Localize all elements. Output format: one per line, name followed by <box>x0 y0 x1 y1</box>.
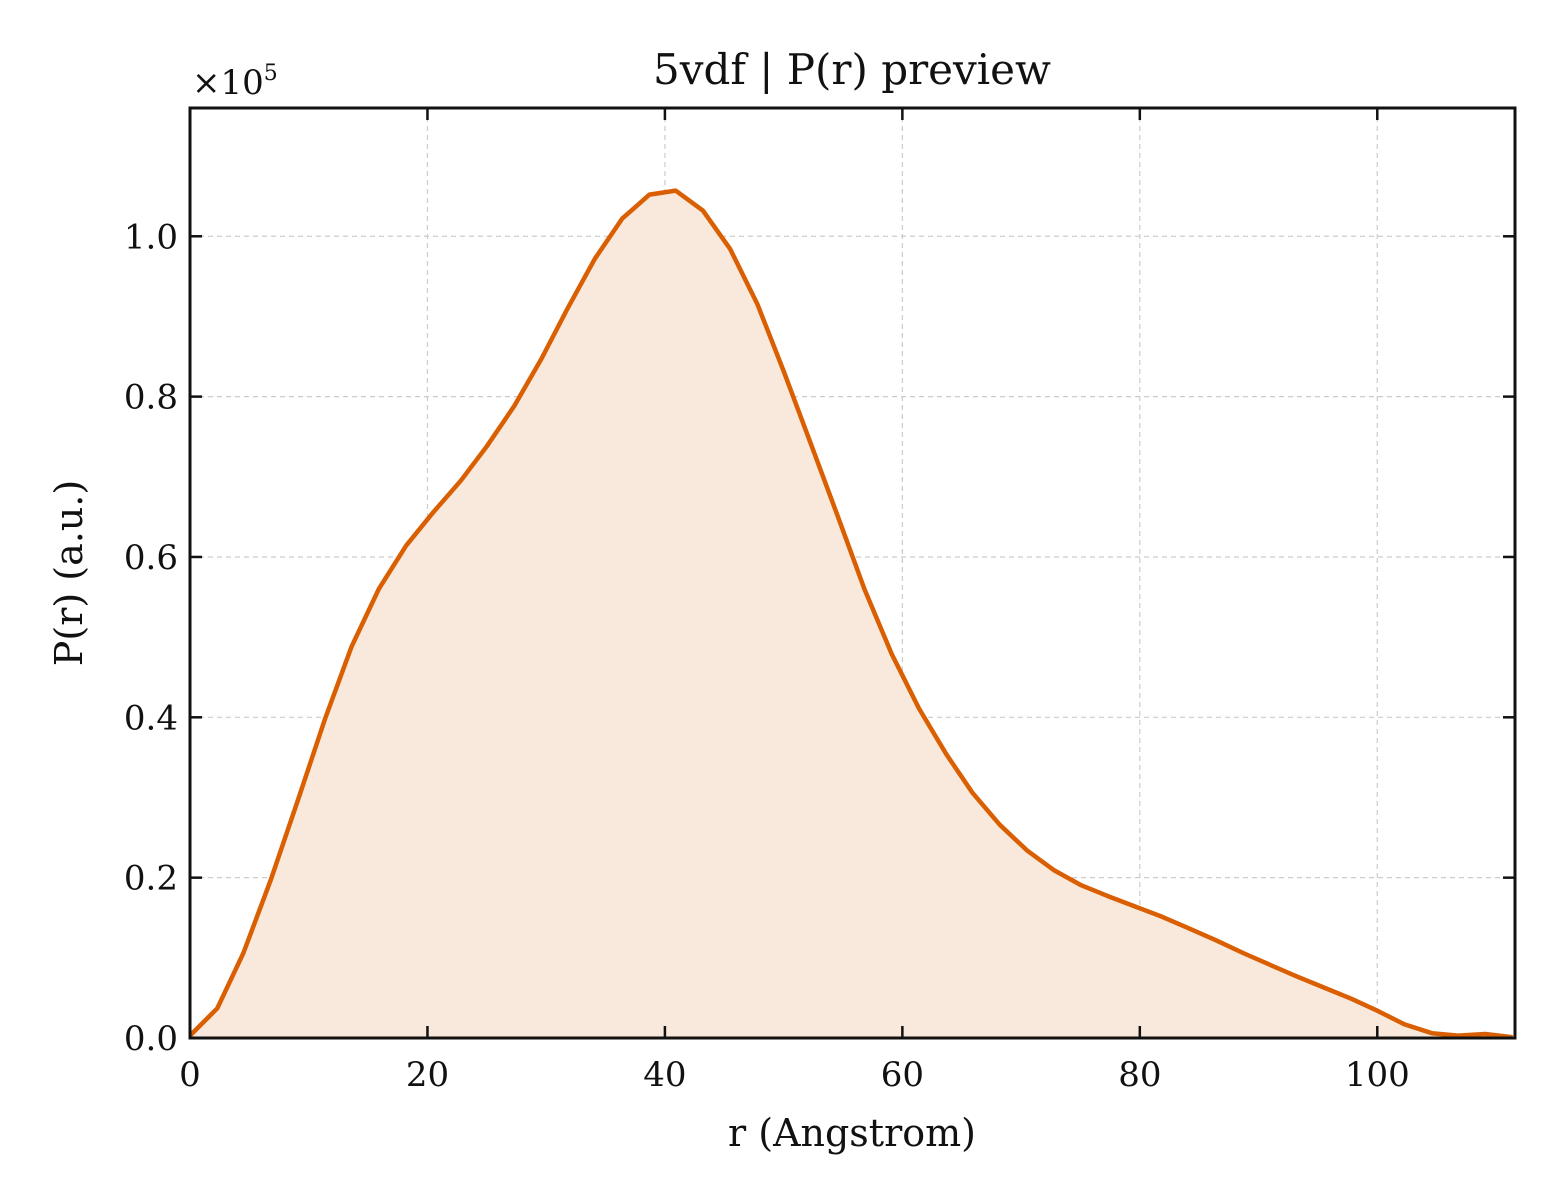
y-tick-label: 0.8 <box>124 378 178 418</box>
x-tick-label: 0 <box>179 1055 201 1095</box>
y-tick-label: 0.4 <box>124 698 178 738</box>
x-tick-label: 20 <box>406 1055 449 1095</box>
y-tick-label: 0.6 <box>124 538 178 578</box>
y-multiplier: ×105 <box>192 61 278 103</box>
x-tick-label: 80 <box>1118 1055 1161 1095</box>
x-tick-labels: 0 20 40 60 80 100 <box>179 1055 1410 1095</box>
chart-title: 5vdf | P(r) preview <box>653 45 1051 94</box>
x-tick-label: 60 <box>881 1055 924 1095</box>
x-axis-label: r (Angstrom) <box>728 1111 976 1155</box>
y-multiplier-exponent: 5 <box>264 61 278 86</box>
y-tick-label: 0.2 <box>124 859 178 899</box>
x-tick-label: 40 <box>643 1055 686 1095</box>
series-line <box>188 188 1513 1040</box>
y-axis-label: P(r) (a.u.) <box>47 480 91 666</box>
y-tick-label: 1.0 <box>124 217 178 257</box>
series-area-fill <box>190 190 1513 1039</box>
y-multiplier-base: ×10 <box>192 63 264 103</box>
y-tick-labels: 0.0 0.2 0.4 0.6 0.8 1.0 <box>124 217 178 1059</box>
plot-frame <box>188 106 1517 1040</box>
x-tick-label: 100 <box>1345 1055 1410 1095</box>
y-tick-label: 0.0 <box>124 1019 178 1059</box>
